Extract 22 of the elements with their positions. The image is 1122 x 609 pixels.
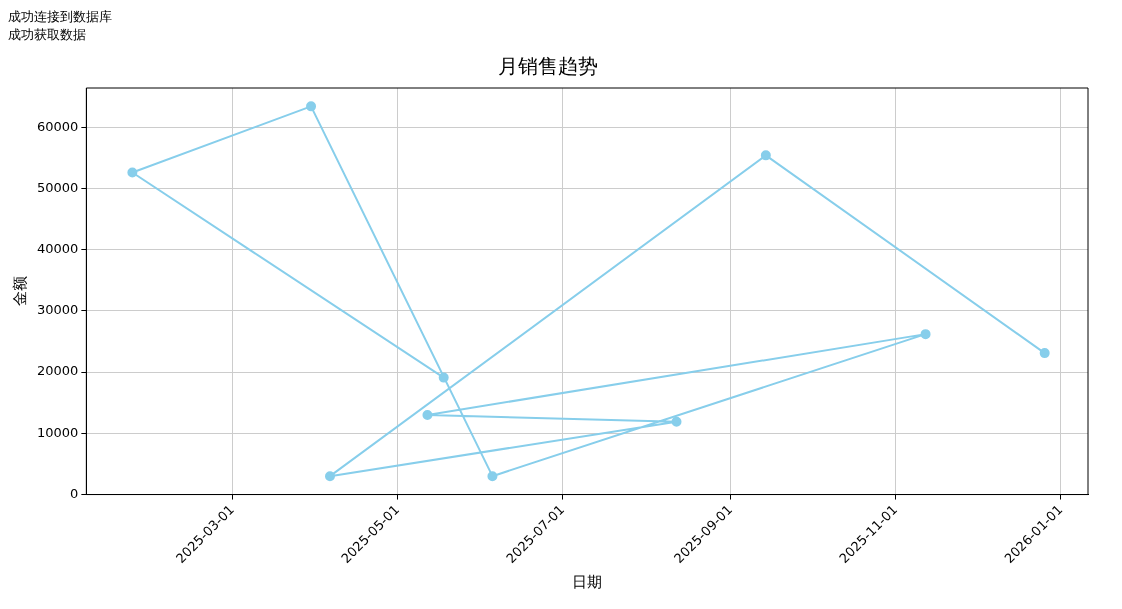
point	[671, 416, 682, 427]
point	[920, 329, 931, 340]
y-tick-label: 50000	[37, 179, 79, 195]
y-tick-label: 60000	[37, 118, 79, 134]
point	[1039, 348, 1050, 359]
text: 成功获取数据	[8, 26, 87, 44]
point	[487, 471, 498, 482]
chart-title: 月销售趋势	[498, 54, 598, 79]
y-tick-label: 20000	[37, 363, 79, 379]
point	[438, 372, 449, 383]
point	[127, 167, 138, 178]
point	[325, 471, 335, 482]
text: 成功连接到数据库	[8, 8, 113, 26]
y-tick-label: 10000	[37, 424, 79, 440]
y-axis-title: 金额	[10, 276, 29, 307]
y-tick-label: 0	[70, 485, 79, 501]
y-tick-label: 40000	[37, 241, 79, 257]
point	[306, 101, 317, 112]
y-tick-label: 30000	[37, 302, 79, 318]
point	[760, 150, 771, 161]
x-axis-title: 日期	[572, 572, 603, 591]
point	[422, 409, 433, 420]
